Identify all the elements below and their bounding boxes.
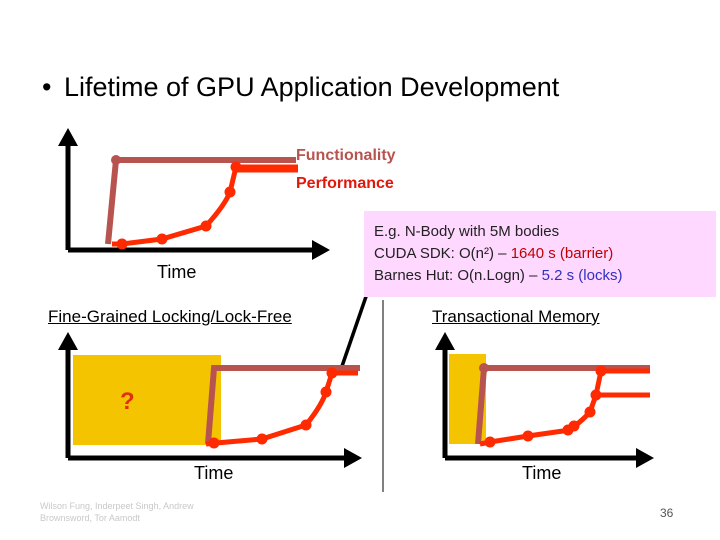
callout-box: E.g. N-Body with 5M bodies CUDA SDK: O(n… xyxy=(364,211,716,297)
left-performance-point xyxy=(208,437,220,449)
right-performance-point xyxy=(595,365,607,377)
page-number: 36 xyxy=(660,506,674,520)
callout-pointer xyxy=(338,284,372,373)
left-x-arrow-icon xyxy=(344,448,362,468)
callout-line-1: E.g. N-Body with 5M bodies xyxy=(374,223,560,240)
question-mark: ? xyxy=(120,388,135,415)
bullet-text: Lifetime of GPU Application Development xyxy=(64,72,560,102)
left-y-arrow-icon xyxy=(58,332,78,350)
right-functionality-point xyxy=(479,363,489,373)
left-performance-line xyxy=(205,370,358,447)
top-y-arrow-icon xyxy=(58,128,78,146)
top-functionality-point xyxy=(111,155,121,165)
top-x-arrow-icon xyxy=(312,240,330,260)
right-performance-point xyxy=(590,389,602,401)
left-chart-title: Fine-Grained Locking/Lock-Free xyxy=(48,307,292,326)
right-performance-point xyxy=(584,406,596,418)
callout-line-2: CUDA SDK: O(n²) – 1640 s (barrier) xyxy=(374,245,614,262)
top-time-label: Time xyxy=(157,262,197,282)
callout-line-3: Barnes Hut: O(n.Logn) – 5.2 s (locks) xyxy=(374,267,623,284)
left-functionality-line xyxy=(205,365,360,445)
top-performance-point xyxy=(156,233,168,245)
left-time-label: Time xyxy=(194,463,234,483)
right-y-arrow-icon xyxy=(435,332,455,350)
legend: Functionality Performance xyxy=(296,142,396,198)
right-performance-point xyxy=(484,436,496,448)
right-performance-line xyxy=(479,368,650,447)
legend-performance: Performance xyxy=(296,175,394,192)
left-shaded-region xyxy=(73,355,221,445)
left-performance-point xyxy=(256,433,268,445)
left-performance-point xyxy=(300,419,312,431)
callout-sdk-time: 1640 s (barrier) xyxy=(510,245,614,262)
right-chart-title: Transactional Memory xyxy=(432,307,600,326)
top-functionality-line xyxy=(105,157,296,245)
top-performance-point xyxy=(116,238,128,250)
top-performance-point xyxy=(200,220,212,232)
left-performance-point xyxy=(320,386,332,398)
right-performance-point xyxy=(568,420,580,432)
left-performance-point xyxy=(326,367,338,379)
legend-functionality: Functionality xyxy=(296,147,396,164)
bullet-title: • Lifetime of GPU Application Development xyxy=(42,72,559,103)
callout-bh-time: 5.2 s (locks) xyxy=(541,267,623,284)
right-time-label: Time xyxy=(522,463,562,483)
footer-authors: Wilson Fung, Inderpeet Singh, Andrew Bro… xyxy=(40,501,194,523)
right-performance-point xyxy=(522,430,534,442)
top-performance-point xyxy=(224,186,236,198)
top-performance-point xyxy=(230,161,242,173)
bullet-icon: • xyxy=(42,72,52,102)
right-x-arrow-icon xyxy=(636,448,654,468)
top-performance-line xyxy=(112,164,298,247)
